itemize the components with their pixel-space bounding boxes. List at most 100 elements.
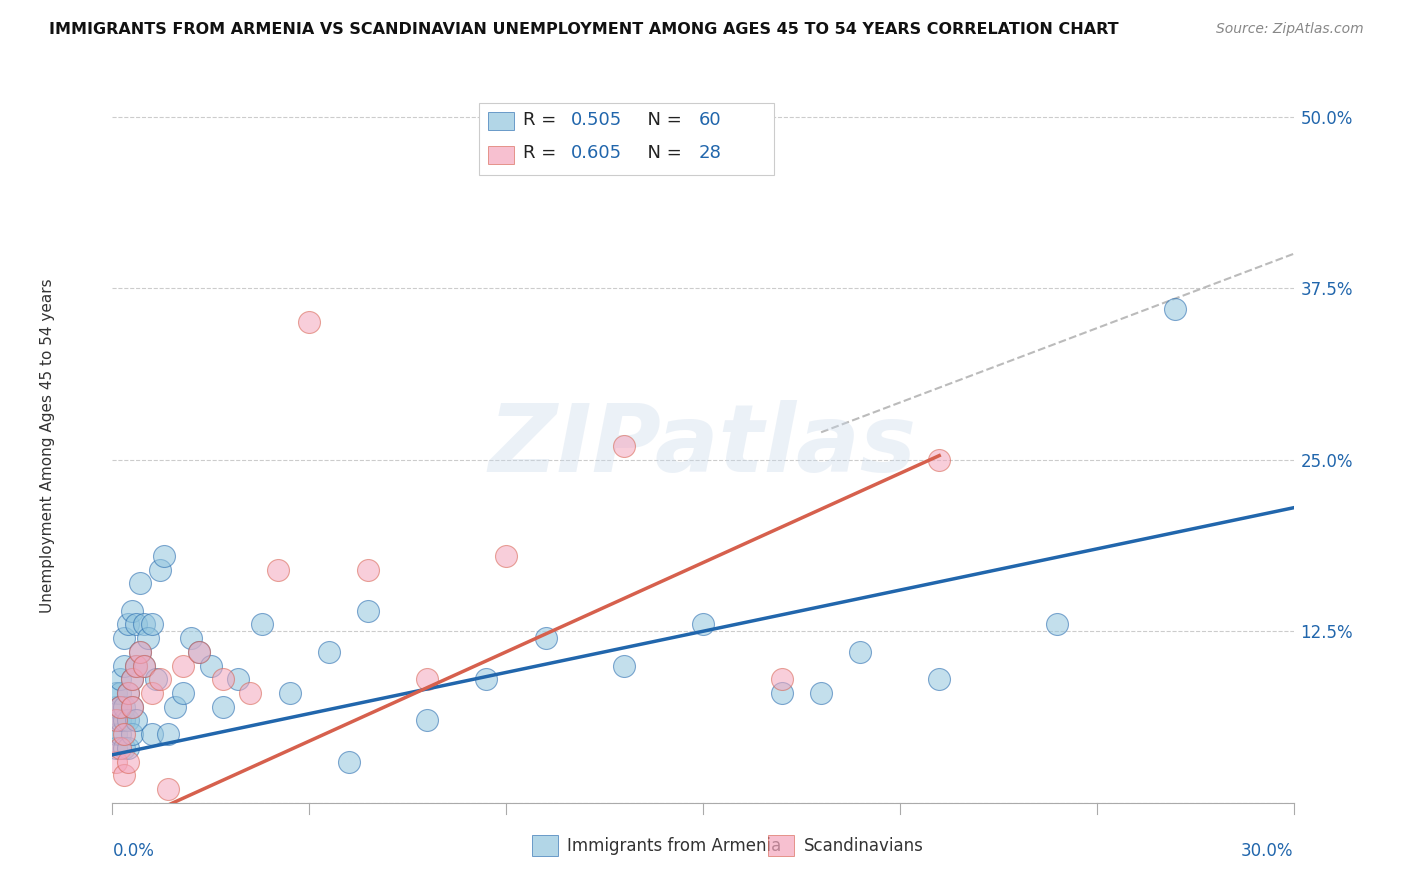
Text: IMMIGRANTS FROM ARMENIA VS SCANDINAVIAN UNEMPLOYMENT AMONG AGES 45 TO 54 YEARS C: IMMIGRANTS FROM ARMENIA VS SCANDINAVIAN … xyxy=(49,22,1119,37)
Point xyxy=(416,714,439,728)
Point xyxy=(145,673,167,687)
Point xyxy=(112,714,135,728)
Point xyxy=(1164,301,1187,316)
Text: R =: R = xyxy=(523,111,562,128)
Point xyxy=(318,645,340,659)
Point xyxy=(132,658,155,673)
Point xyxy=(149,673,172,687)
Bar xyxy=(488,112,515,130)
Point xyxy=(613,439,636,453)
Text: Scandinavians: Scandinavians xyxy=(803,837,924,855)
Bar xyxy=(488,146,515,164)
Point xyxy=(141,727,163,741)
Point xyxy=(125,658,148,673)
Point xyxy=(117,714,139,728)
Text: 60: 60 xyxy=(699,111,721,128)
Text: 30.0%: 30.0% xyxy=(1241,842,1294,860)
Point xyxy=(129,576,152,591)
Point xyxy=(110,714,132,728)
Point xyxy=(110,727,132,741)
Text: N =: N = xyxy=(636,145,688,162)
Point xyxy=(495,549,517,563)
Point xyxy=(141,686,163,700)
Bar xyxy=(531,835,558,856)
Point xyxy=(105,714,128,728)
Point xyxy=(239,686,262,700)
Point xyxy=(156,782,179,797)
Point xyxy=(132,658,155,673)
Text: N =: N = xyxy=(636,111,688,128)
Point xyxy=(250,617,273,632)
Point xyxy=(357,562,380,576)
Point xyxy=(928,452,950,467)
Point xyxy=(105,699,128,714)
Point xyxy=(928,673,950,687)
Point xyxy=(121,699,143,714)
Point xyxy=(188,645,211,659)
Point xyxy=(117,686,139,700)
Point xyxy=(112,631,135,645)
Point xyxy=(141,617,163,632)
Bar xyxy=(768,835,794,856)
Point xyxy=(110,699,132,714)
Point xyxy=(278,686,301,700)
Point xyxy=(112,740,135,755)
Point xyxy=(188,645,211,659)
Point xyxy=(613,658,636,673)
Point xyxy=(121,699,143,714)
Point xyxy=(112,768,135,782)
Text: 0.605: 0.605 xyxy=(571,145,621,162)
Point xyxy=(1046,617,1069,632)
Text: 0.505: 0.505 xyxy=(571,111,621,128)
Point xyxy=(105,714,128,728)
Point xyxy=(110,686,132,700)
Point xyxy=(110,699,132,714)
Point xyxy=(180,631,202,645)
Point xyxy=(125,658,148,673)
Point xyxy=(357,604,380,618)
Point xyxy=(105,740,128,755)
Point xyxy=(121,673,143,687)
Point xyxy=(692,617,714,632)
Point xyxy=(156,727,179,741)
Point xyxy=(770,686,793,700)
FancyBboxPatch shape xyxy=(478,103,773,175)
Point xyxy=(770,673,793,687)
Point xyxy=(298,316,321,330)
Point xyxy=(117,686,139,700)
Point xyxy=(117,740,139,755)
Point xyxy=(121,673,143,687)
Point xyxy=(110,673,132,687)
Text: Source: ZipAtlas.com: Source: ZipAtlas.com xyxy=(1216,22,1364,37)
Point xyxy=(849,645,872,659)
Text: 28: 28 xyxy=(699,145,721,162)
Point xyxy=(211,673,233,687)
Point xyxy=(228,673,250,687)
Point xyxy=(534,631,557,645)
Point xyxy=(117,617,139,632)
Point xyxy=(172,686,194,700)
Point xyxy=(152,549,174,563)
Point xyxy=(810,686,832,700)
Point xyxy=(125,617,148,632)
Point xyxy=(105,727,128,741)
Point xyxy=(129,645,152,659)
Point xyxy=(172,658,194,673)
Text: Immigrants from Armenia: Immigrants from Armenia xyxy=(567,837,782,855)
Text: R =: R = xyxy=(523,145,562,162)
Point xyxy=(267,562,290,576)
Point xyxy=(121,727,143,741)
Point xyxy=(211,699,233,714)
Point xyxy=(416,673,439,687)
Point xyxy=(149,562,172,576)
Point xyxy=(125,714,148,728)
Point xyxy=(129,645,152,659)
Point xyxy=(165,699,187,714)
Point xyxy=(200,658,222,673)
Point xyxy=(105,686,128,700)
Point xyxy=(132,617,155,632)
Text: 0.0%: 0.0% xyxy=(112,842,155,860)
Point xyxy=(136,631,159,645)
Point xyxy=(110,740,132,755)
Point xyxy=(112,658,135,673)
